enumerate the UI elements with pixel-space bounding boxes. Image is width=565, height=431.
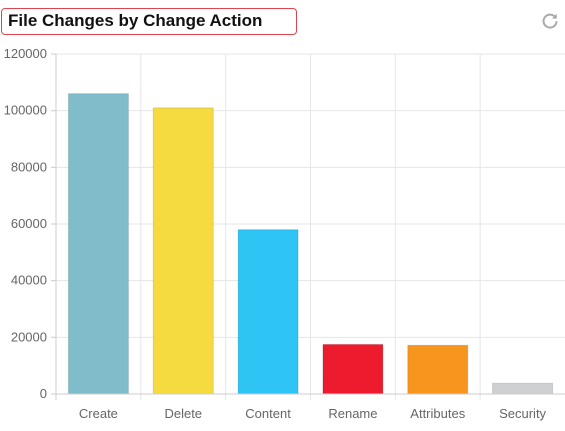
tick-labels: 0 20000 40000 60000 80000 100000 120000 Create D…	[4, 46, 547, 421]
y-tick-label: 100000	[4, 103, 47, 118]
y-tick-label: 40000	[11, 273, 47, 288]
y-tick-label: 80000	[11, 159, 47, 174]
y-tick-label: 120000	[4, 46, 47, 61]
bars	[67, 93, 554, 395]
bar-create[interactable]	[67, 93, 129, 395]
x-tick-label: Rename	[328, 406, 377, 421]
axes	[51, 53, 565, 400]
chart-title-box: File Changes by Change Action	[1, 8, 297, 35]
y-tick-label: 20000	[11, 329, 47, 344]
x-tick-label: Delete	[164, 406, 202, 421]
bar-attributes[interactable]	[407, 344, 469, 395]
y-tick-label: 60000	[11, 216, 47, 231]
x-tick-label: Create	[79, 406, 118, 421]
x-tick-label: Attributes	[410, 406, 465, 421]
x-tick-label: Content	[245, 406, 291, 421]
bar-delete[interactable]	[152, 107, 214, 395]
bar-security[interactable]	[492, 382, 554, 395]
bar-content[interactable]	[237, 229, 299, 395]
y-tick-label: 0	[40, 386, 47, 401]
grid-lines	[56, 53, 565, 400]
x-tick-label: Security	[499, 406, 546, 421]
refresh-icon[interactable]	[540, 11, 560, 31]
bar-rename[interactable]	[322, 343, 384, 395]
chart-title: File Changes by Change Action	[8, 11, 263, 30]
